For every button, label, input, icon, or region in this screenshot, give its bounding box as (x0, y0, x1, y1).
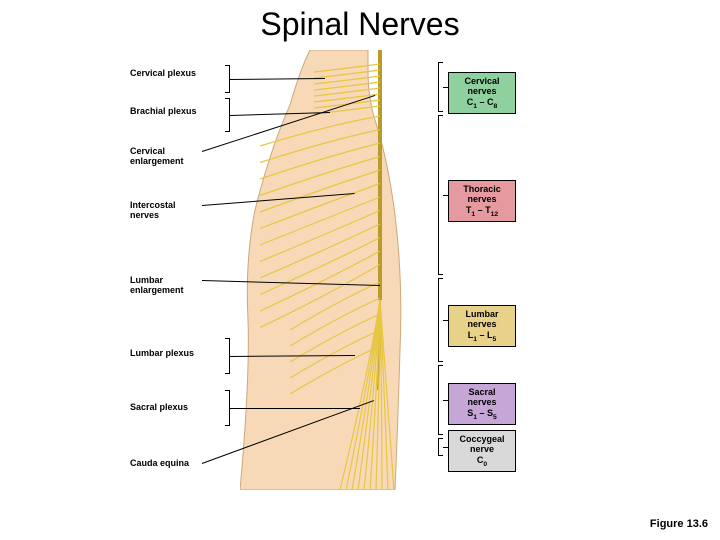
label-cervical-plexus: Cervical plexus (130, 68, 196, 78)
label-intercostal-nerves: Intercostalnerves (130, 200, 176, 220)
label-lumbar-enlarge: Lumbarenlargement (130, 275, 184, 295)
box-sacral-nerves: SacralnervesS1 – S5 (448, 383, 516, 425)
left-label-column: Cervical plexus Brachial plexus Cervicalen… (130, 50, 270, 490)
box-thoracic-nerves: ThoracicnervesT1 – T12 (448, 180, 516, 222)
label-sacral-plexus: Sacral plexus (130, 402, 188, 412)
leader-sacral-plexus (230, 408, 360, 409)
figure: Cervical plexus Brachial plexus Cervicalen… (130, 50, 590, 500)
box-coccygeal-nerves: CoccygealnerveC0 (448, 430, 516, 472)
label-cauda-equina: Cauda equina (130, 458, 189, 468)
label-brachial-plexus: Brachial plexus (130, 106, 197, 116)
label-cervical-enlarge: Cervicalenlargement (130, 146, 184, 166)
label-lumbar-plexus: Lumbar plexus (130, 348, 194, 358)
box-lumbar-nerves: LumbarnervesL1 – L5 (448, 305, 516, 347)
page-title: Spinal Nerves (0, 0, 720, 43)
box-cervical-nerves: CervicalnervesC1 – C8 (448, 72, 516, 114)
figure-caption: Figure 13.6 (650, 518, 708, 530)
